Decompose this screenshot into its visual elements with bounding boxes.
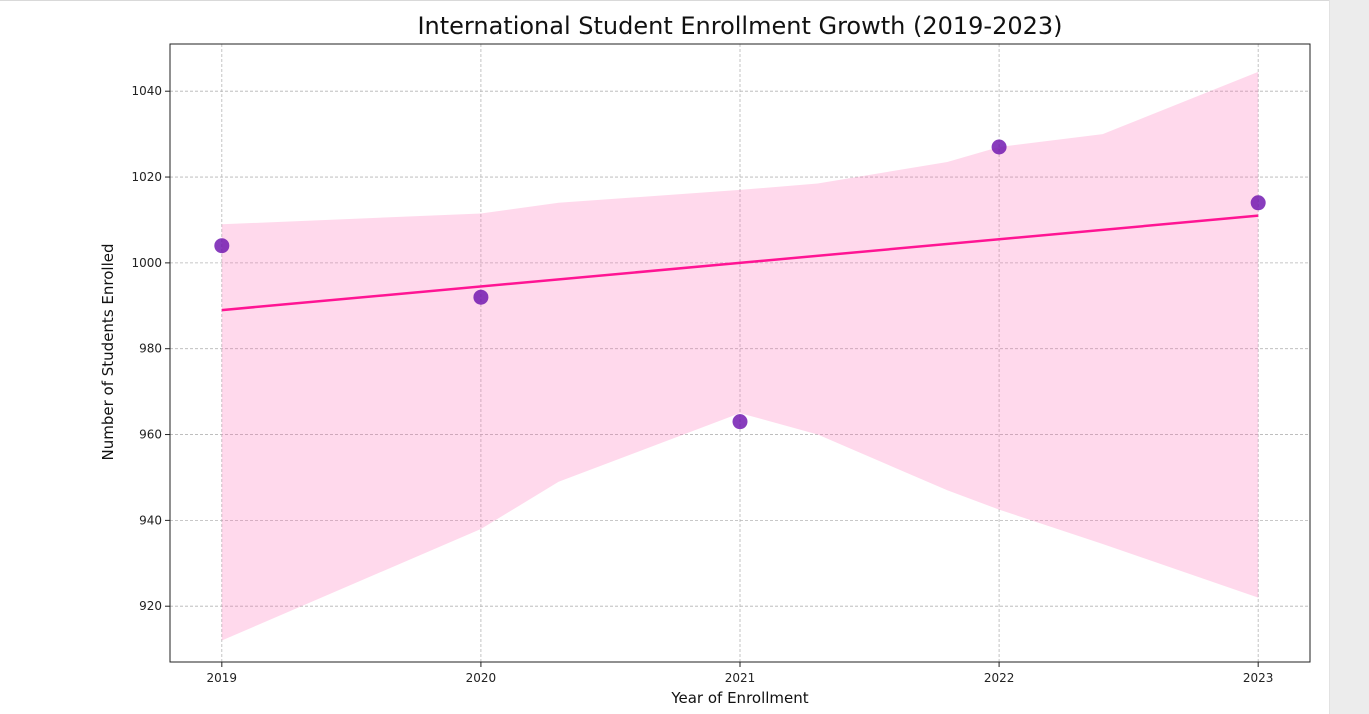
- x-tick-label: 2021: [725, 671, 756, 685]
- y-tick-label: 1040: [131, 84, 162, 98]
- y-axis-label: Number of Students Enrolled: [99, 244, 117, 461]
- x-axis-ticks: 2019 2020 2021 2022 2023: [207, 662, 1274, 685]
- vertical-scrollbar[interactable]: [1329, 0, 1369, 714]
- confidence-band: [221, 71, 1259, 641]
- data-point: [732, 414, 748, 430]
- grid-lines: [170, 44, 1310, 662]
- confidence-band-layer: [221, 71, 1259, 641]
- y-axis-ticks: 920 940 960 980 1000 1020 1040: [131, 84, 170, 613]
- regression-line: [221, 214, 1259, 312]
- x-tick-label: 2022: [984, 671, 1015, 685]
- regression-scatter-chart: 2019 2020 2021 2022 2023 920 940 960 980 1000 102…: [99, 12, 1311, 707]
- y-tick-label: 1020: [131, 170, 162, 184]
- y-tick-label: 940: [139, 513, 162, 527]
- x-tick-label: 2020: [466, 671, 497, 685]
- y-tick-label: 920: [139, 599, 162, 613]
- y-tick-label: 960: [139, 428, 162, 442]
- y-tick-label: 980: [139, 342, 162, 356]
- data-points-layer: [214, 139, 1266, 430]
- y-tick-label: 1000: [131, 256, 162, 270]
- data-point: [991, 139, 1007, 155]
- x-tick-label: 2019: [207, 671, 238, 685]
- data-point: [1250, 195, 1266, 211]
- data-point: [214, 238, 230, 254]
- window-top-border: [0, 0, 1329, 1]
- data-point: [473, 289, 489, 305]
- chart-title: International Student Enrollment Growth …: [417, 12, 1062, 40]
- regression-line-layer: [221, 214, 1259, 312]
- x-axis-label: Year of Enrollment: [670, 689, 808, 707]
- x-tick-label: 2023: [1243, 671, 1274, 685]
